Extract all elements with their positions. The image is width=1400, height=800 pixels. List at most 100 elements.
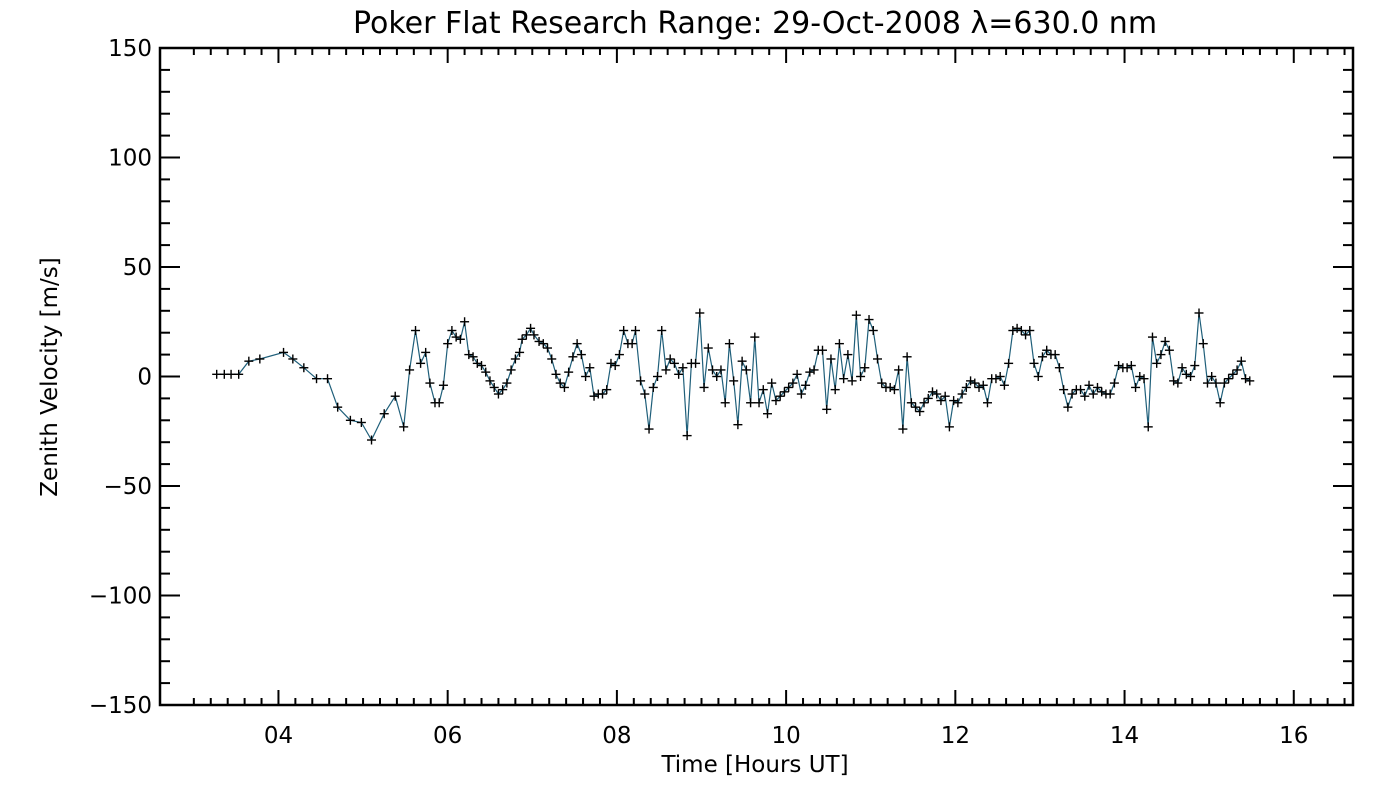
data-point	[1139, 374, 1149, 384]
data-point	[788, 378, 798, 388]
y-tick-label: −50	[103, 474, 152, 500]
data-point	[932, 389, 942, 399]
data-point	[1173, 378, 1183, 388]
data-point	[1063, 402, 1073, 412]
x-tick-label: 06	[433, 723, 462, 749]
data-point	[644, 424, 654, 434]
data-point	[682, 431, 692, 441]
data-point	[434, 398, 444, 408]
series-group	[212, 308, 1255, 445]
data-point	[443, 339, 453, 349]
data-point	[631, 326, 641, 336]
data-point	[636, 376, 646, 386]
data-point	[405, 365, 415, 375]
data-point	[1152, 358, 1162, 368]
data-point	[1169, 376, 1179, 386]
data-point	[1092, 382, 1102, 392]
data-point	[911, 402, 921, 412]
data-point	[234, 369, 244, 379]
data-point	[451, 332, 461, 342]
x-tick-label: 08	[602, 723, 631, 749]
data-point	[1059, 385, 1069, 395]
data-point	[758, 385, 768, 395]
data-point	[864, 315, 874, 325]
data-point	[564, 367, 574, 377]
data-point	[1219, 378, 1229, 388]
data-point	[1080, 391, 1090, 401]
data-point	[1067, 389, 1077, 399]
data-point	[953, 398, 963, 408]
y-tick-label: −150	[89, 693, 152, 719]
data-point	[746, 398, 756, 408]
data-point	[949, 396, 959, 406]
data-point	[940, 391, 950, 401]
data-point	[860, 363, 870, 373]
data-point	[966, 376, 976, 386]
data-point	[438, 380, 448, 390]
data-point	[323, 374, 333, 384]
data-point	[568, 352, 578, 362]
data-point	[674, 369, 684, 379]
data-point	[1076, 385, 1086, 395]
data-point	[333, 402, 343, 412]
data-point	[506, 365, 516, 375]
data-point	[576, 350, 586, 360]
x-axis: 04 06 08 10 12 14 16	[192, 48, 1346, 749]
data-point	[547, 354, 557, 364]
data-point	[978, 380, 988, 390]
data-point	[1122, 363, 1132, 373]
x-axis-label: Time [Hours UT]	[660, 752, 848, 778]
data-point	[299, 363, 309, 373]
data-point	[619, 326, 629, 336]
data-point	[1012, 323, 1022, 333]
data-point	[1147, 332, 1157, 342]
data-point	[1156, 350, 1166, 360]
data-point	[995, 372, 1005, 381]
data-point	[1097, 387, 1107, 397]
data-point	[750, 332, 760, 342]
data-point	[555, 378, 565, 388]
x-tick-label: 12	[941, 723, 970, 749]
data-point	[885, 382, 895, 392]
data-point	[847, 376, 857, 386]
data-point	[589, 391, 599, 401]
data-point	[515, 347, 525, 357]
data-point	[805, 367, 815, 377]
data-point	[581, 372, 591, 381]
data-point	[999, 380, 1009, 390]
data-point	[399, 422, 409, 432]
data-point	[367, 435, 377, 445]
data-point	[1215, 398, 1225, 408]
data-point	[894, 365, 904, 375]
y-tick-label: 100	[108, 146, 152, 172]
data-point	[416, 358, 426, 368]
data-point	[784, 382, 794, 392]
y-tick-label: 50	[123, 255, 152, 281]
data-point	[915, 407, 925, 417]
data-point	[510, 354, 520, 364]
data-point	[902, 352, 912, 362]
data-point	[425, 378, 435, 388]
y-tick-label: −100	[89, 584, 152, 610]
data-point	[792, 369, 802, 379]
data-point	[716, 365, 726, 375]
data-point	[653, 372, 663, 381]
data-point	[906, 398, 916, 408]
y-axis-label: Zenith Velocity [m/s]	[37, 257, 63, 496]
data-point	[834, 339, 844, 349]
data-point	[1050, 350, 1060, 360]
data-point	[502, 378, 512, 388]
data-point	[661, 365, 671, 375]
data-point	[1241, 374, 1251, 384]
data-point	[877, 378, 887, 388]
data-point	[699, 382, 709, 392]
data-point	[572, 339, 582, 349]
data-point	[610, 361, 620, 371]
data-point	[356, 417, 366, 427]
data-point	[822, 404, 832, 414]
data-point	[927, 387, 937, 397]
data-point	[226, 369, 236, 379]
data-point	[703, 343, 713, 353]
data-point	[1126, 361, 1136, 371]
data-point	[464, 350, 474, 360]
